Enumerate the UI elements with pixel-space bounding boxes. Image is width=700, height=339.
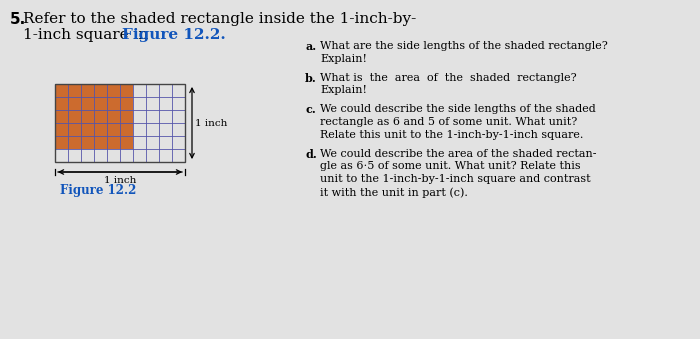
Bar <box>55 84 185 162</box>
Text: gle as 6⋅5 of some unit. What unit? Relate this: gle as 6⋅5 of some unit. What unit? Rela… <box>320 161 580 172</box>
Text: unit to the 1-inch-by-1-inch square and contrast: unit to the 1-inch-by-1-inch square and … <box>320 174 591 184</box>
Text: We could describe the area of the shaded rectan-: We could describe the area of the shaded… <box>320 148 596 159</box>
Text: b.: b. <box>305 73 316 84</box>
Text: a.: a. <box>305 41 316 52</box>
Text: 1-inch square in: 1-inch square in <box>23 28 153 42</box>
Text: What is  the  area  of  the  shaded  rectangle?: What is the area of the shaded rectangle… <box>320 73 577 83</box>
Text: 5.: 5. <box>10 12 27 27</box>
Text: We could describe the side lengths of the shaded: We could describe the side lengths of th… <box>320 104 596 114</box>
Text: rectangle as 6 and 5 of some unit. What unit?: rectangle as 6 and 5 of some unit. What … <box>320 117 578 127</box>
Text: 1 inch: 1 inch <box>195 119 228 127</box>
Text: Explain!: Explain! <box>320 85 367 95</box>
Text: it with the unit in part (c).: it with the unit in part (c). <box>320 187 468 198</box>
Text: d.: d. <box>305 148 316 160</box>
Text: 1 inch: 1 inch <box>104 176 136 185</box>
Text: c.: c. <box>305 104 316 115</box>
Text: Refer to the shaded rectangle inside the 1-inch-by-: Refer to the shaded rectangle inside the… <box>23 12 416 26</box>
Bar <box>55 84 133 149</box>
Text: Figure 12.2: Figure 12.2 <box>60 184 136 197</box>
Text: Explain!: Explain! <box>320 54 367 64</box>
Text: What are the side lengths of the shaded rectangle?: What are the side lengths of the shaded … <box>320 41 608 51</box>
Text: Relate this unit to the 1-inch-by-1-inch square.: Relate this unit to the 1-inch-by-1-inch… <box>320 130 583 140</box>
Text: Figure 12.2.: Figure 12.2. <box>122 28 225 42</box>
